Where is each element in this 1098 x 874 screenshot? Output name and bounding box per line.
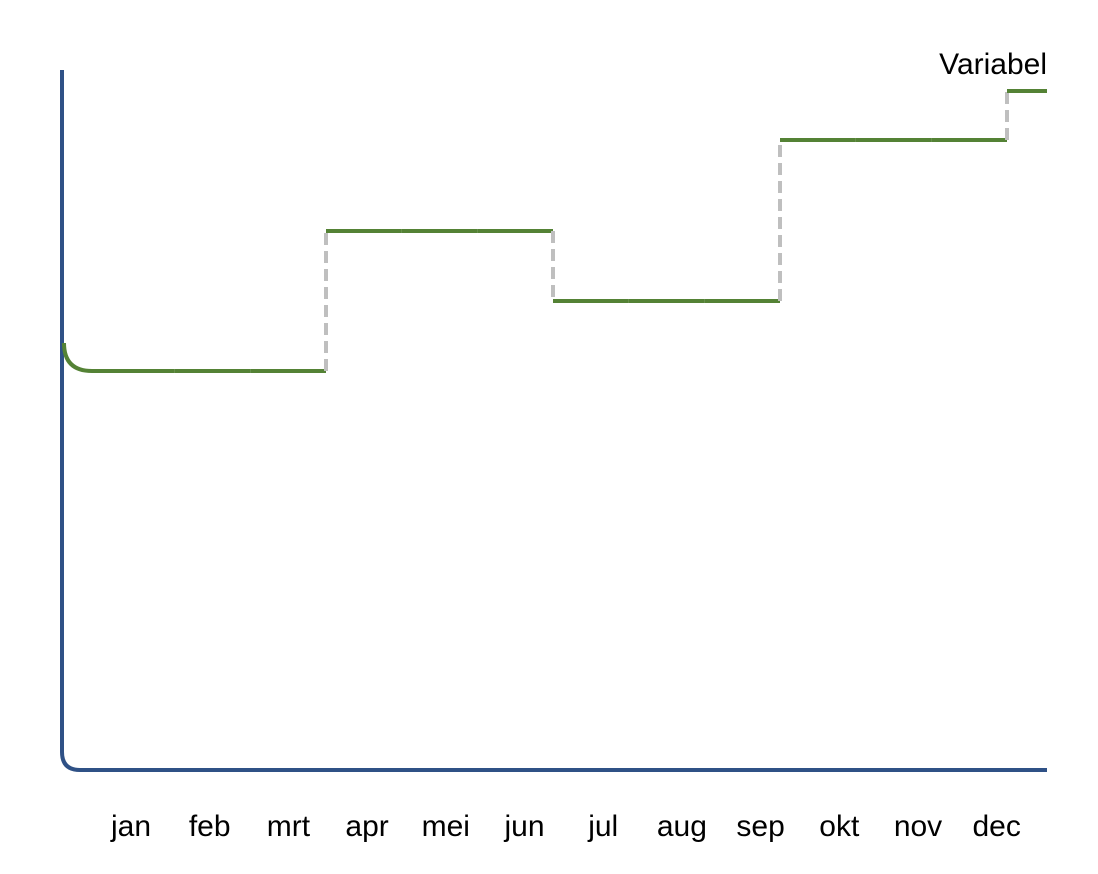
x-tick-label: jan	[110, 810, 151, 843]
x-tick-label: jul	[587, 810, 618, 843]
x-tick-label: dec	[973, 810, 1021, 843]
x-tick-label: mrt	[267, 810, 311, 843]
series-label: Variabel	[939, 48, 1047, 81]
x-tick-label: okt	[819, 810, 860, 843]
x-tick-label: aug	[657, 810, 707, 843]
x-tick-label: jun	[503, 810, 544, 843]
x-tick-label: feb	[189, 810, 231, 843]
x-tick-label: mei	[422, 810, 470, 843]
axes	[60, 70, 1047, 772]
x-tick-label: apr	[345, 810, 388, 843]
x-tick-label: nov	[894, 810, 942, 843]
step-segment	[62, 342, 175, 373]
x-tick-label: sep	[736, 810, 784, 843]
